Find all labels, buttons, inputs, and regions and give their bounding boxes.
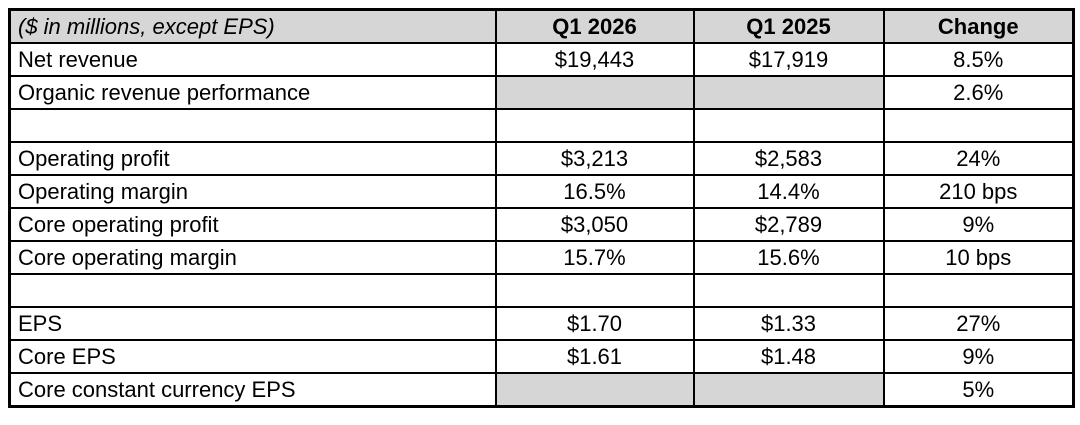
value-cell-change — [882, 108, 1075, 143]
value-cell-q1_2025: $2,789 — [692, 207, 885, 242]
row-label-cell: Operating profit — [8, 141, 497, 176]
table-row: Operating margin 16.5% 14.4% 210 bps — [8, 174, 1075, 209]
value-cell-q1_2025: 15.6% — [692, 240, 885, 275]
row-label-cell: Net revenue — [8, 42, 497, 77]
financial-results-table: ($ in millions, except EPS) Q1 2026 Q1 2… — [8, 8, 1075, 408]
value-cell-q1_2026 — [494, 273, 695, 308]
value-cell-change: 9% — [882, 207, 1075, 242]
table-row: Operating profit $3,213 $2,583 24% — [8, 141, 1075, 176]
table-row: Organic revenue performance 2.6% — [8, 75, 1075, 110]
column-header-q1-2025: Q1 2025 — [692, 8, 885, 44]
value-cell-q1_2025: $1.48 — [692, 339, 885, 374]
value-cell-change: 27% — [882, 306, 1075, 341]
value-cell-q1_2025 — [692, 108, 885, 143]
value-cell-q1_2026: 16.5% — [494, 174, 695, 209]
value-cell-change: 2.6% — [882, 75, 1075, 110]
value-cell-q1_2026: $3,213 — [494, 141, 695, 176]
row-label-cell: Operating margin — [8, 174, 497, 209]
row-label-cell — [8, 273, 497, 308]
row-label-cell: Core operating margin — [8, 240, 497, 275]
value-cell-change: 24% — [882, 141, 1075, 176]
value-cell-q1_2025: $17,919 — [692, 42, 885, 77]
table-row: Core constant currency EPS 5% — [8, 372, 1075, 408]
row-label-cell: Core operating profit — [8, 207, 497, 242]
value-cell-q1_2026: 15.7% — [494, 240, 695, 275]
table-row: Core operating profit $3,050 $2,789 9% — [8, 207, 1075, 242]
value-cell-q1_2026: $1.70 — [494, 306, 695, 341]
row-label-cell: EPS — [8, 306, 497, 341]
column-header-q1-2026: Q1 2026 — [494, 8, 695, 44]
value-cell-q1_2026 — [494, 372, 695, 408]
value-cell-change: 8.5% — [882, 42, 1075, 77]
table-row: Net revenue $19,443 $17,919 8.5% — [8, 42, 1075, 77]
financial-results-table-container: ($ in millions, except EPS) Q1 2026 Q1 2… — [8, 8, 1075, 408]
header-row: ($ in millions, except EPS) Q1 2026 Q1 2… — [8, 8, 1075, 44]
value-cell-change — [882, 273, 1075, 308]
value-cell-change: 5% — [882, 372, 1075, 408]
spacer-row — [8, 273, 1075, 308]
value-cell-change: 210 bps — [882, 174, 1075, 209]
value-cell-q1_2025: 14.4% — [692, 174, 885, 209]
table-body: Net revenue $19,443 $17,919 8.5% Organic rev… — [8, 42, 1075, 408]
table-caption-header: ($ in millions, except EPS) — [8, 8, 497, 44]
row-label-cell: Organic revenue performance — [8, 75, 497, 110]
value-cell-q1_2025: $2,583 — [692, 141, 885, 176]
value-cell-change: 10 bps — [882, 240, 1075, 275]
value-cell-q1_2026 — [494, 108, 695, 143]
value-cell-q1_2026 — [494, 75, 695, 110]
row-label-cell: Core constant currency EPS — [8, 372, 497, 408]
value-cell-q1_2025 — [692, 273, 885, 308]
table-row: Core operating margin 15.7% 15.6% 10 bps — [8, 240, 1075, 275]
value-cell-q1_2025 — [692, 75, 885, 110]
value-cell-q1_2026: $19,443 — [494, 42, 695, 77]
row-label-cell: Core EPS — [8, 339, 497, 374]
value-cell-q1_2026: $1.61 — [494, 339, 695, 374]
row-label-cell — [8, 108, 497, 143]
value-cell-q1_2026: $3,050 — [494, 207, 695, 242]
column-header-change: Change — [882, 8, 1075, 44]
value-cell-q1_2025: $1.33 — [692, 306, 885, 341]
value-cell-change: 9% — [882, 339, 1075, 374]
table-row: EPS $1.70 $1.33 27% — [8, 306, 1075, 341]
value-cell-q1_2025 — [692, 372, 885, 408]
table-row: Core EPS $1.61 $1.48 9% — [8, 339, 1075, 374]
spacer-row — [8, 108, 1075, 143]
